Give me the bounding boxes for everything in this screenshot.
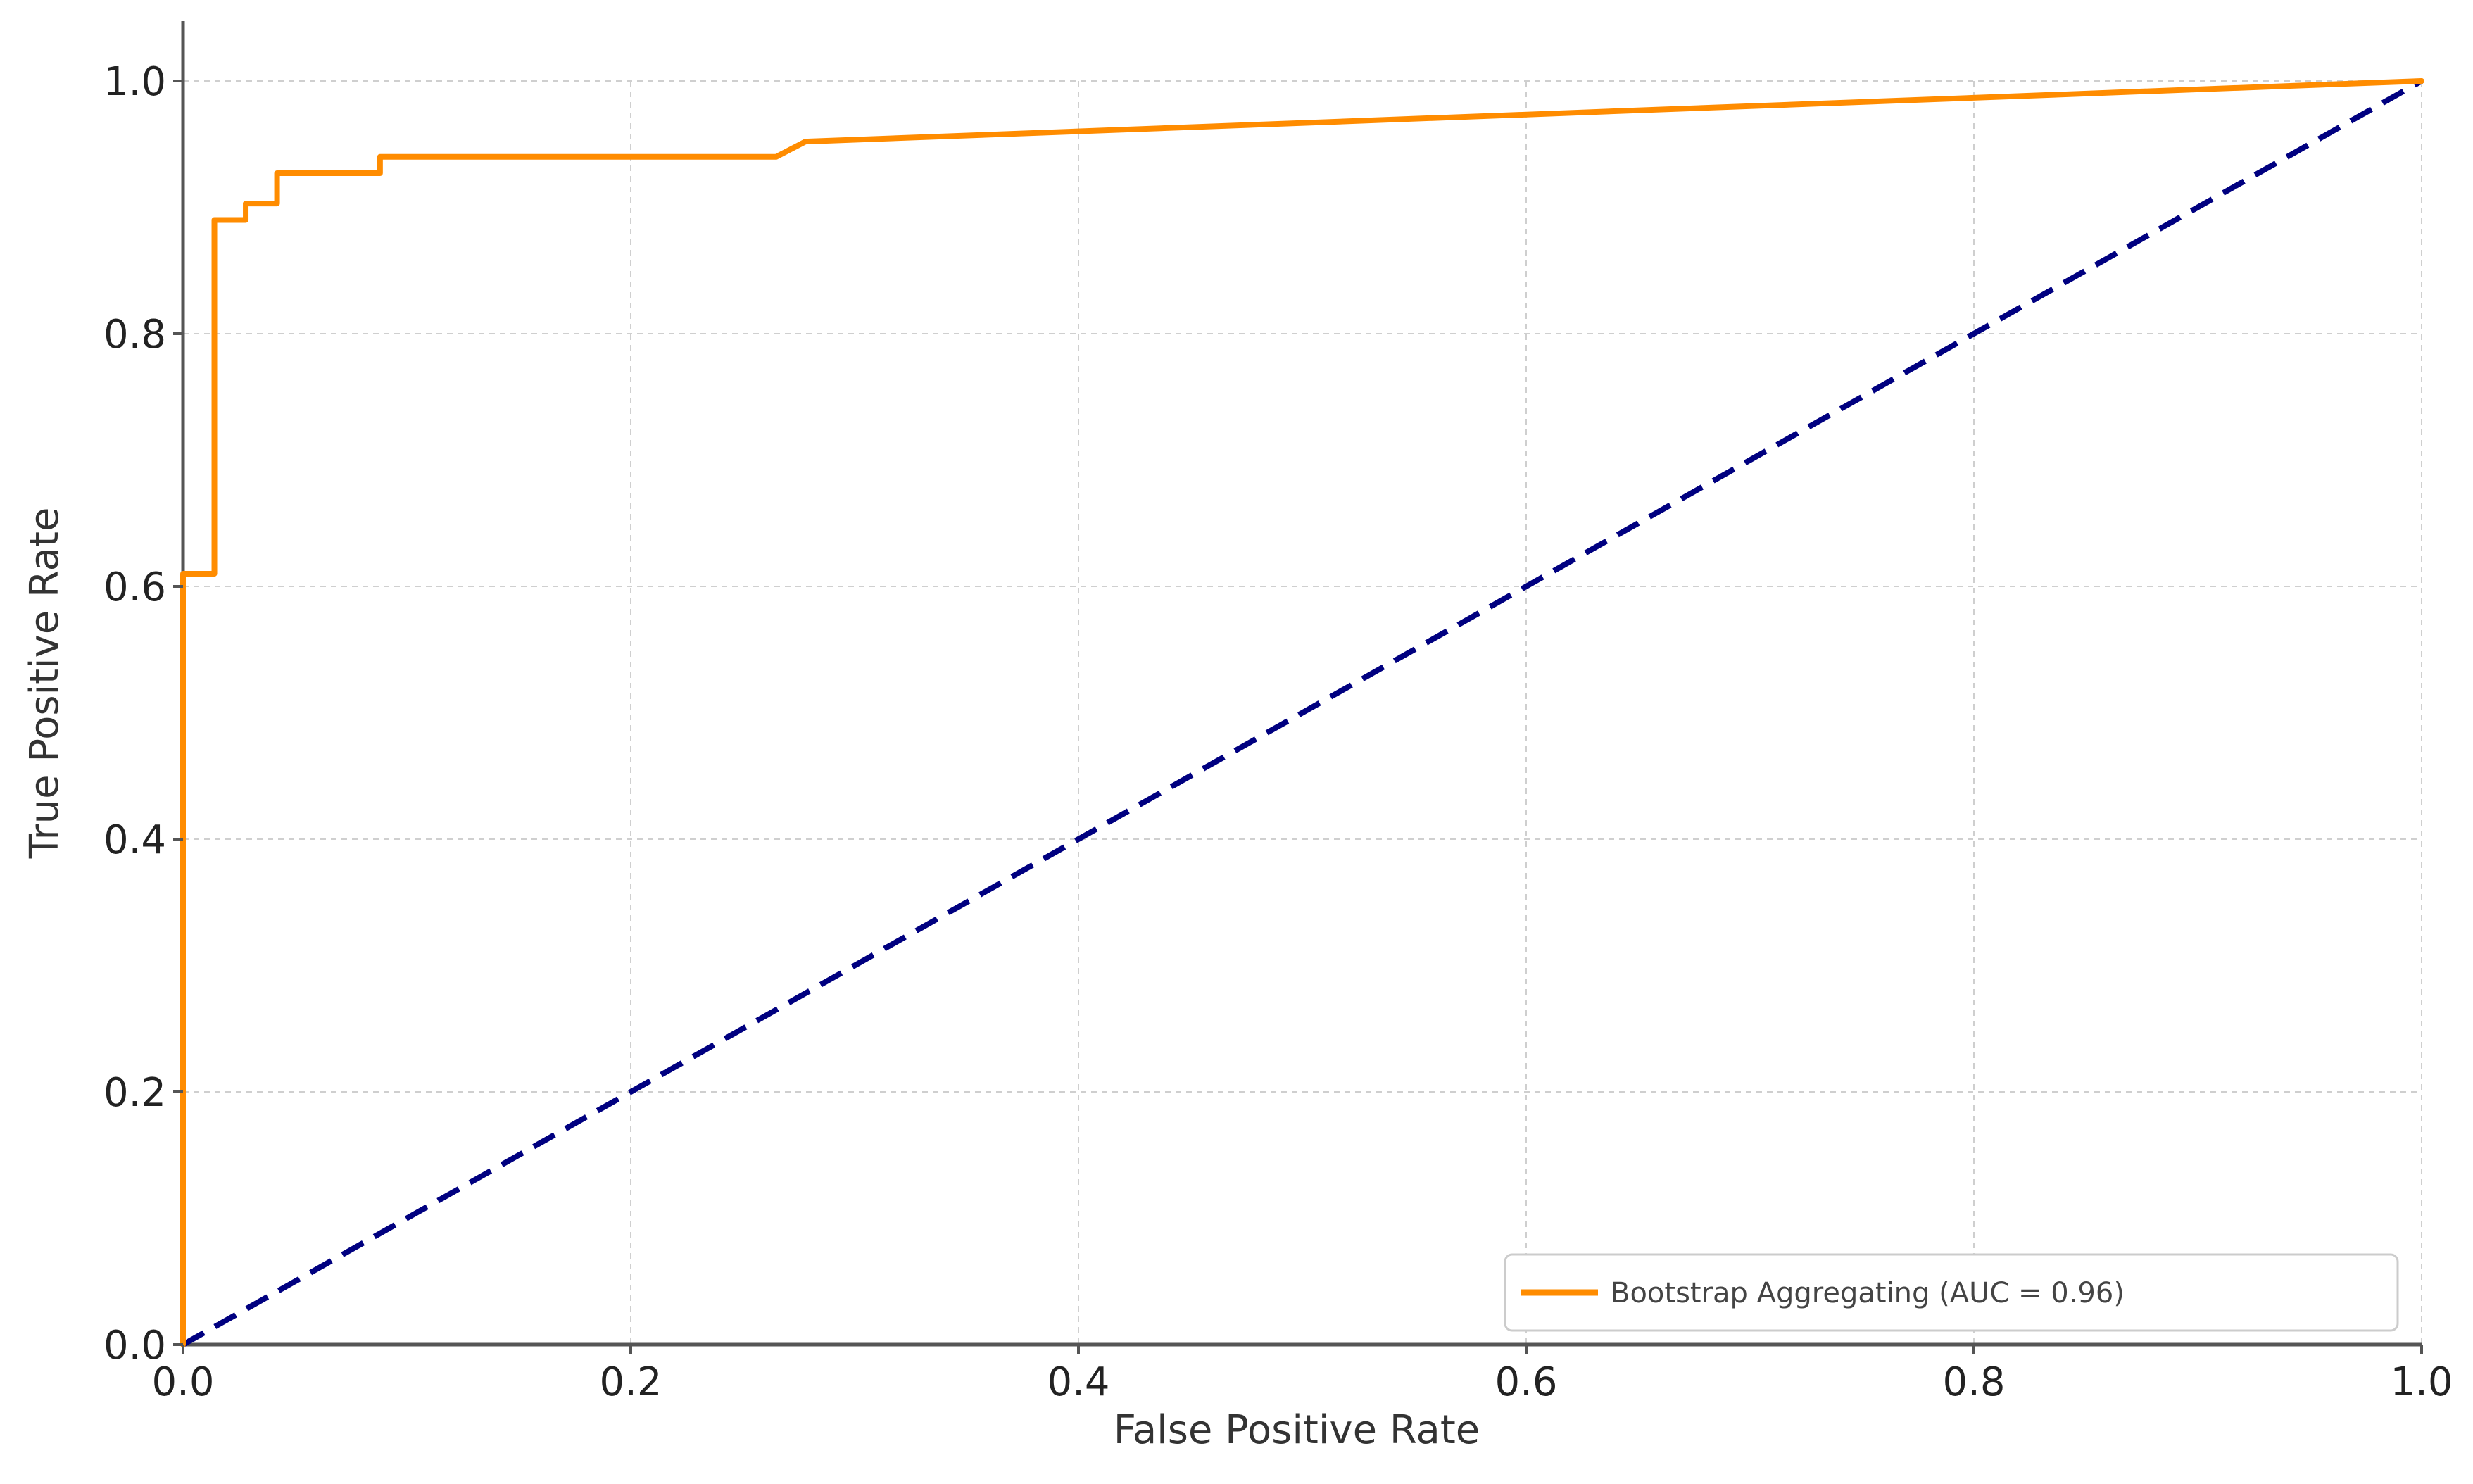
tick-labels: 0.0 0.2 0.4 0.6 0.8 1.0 0.0 0.2 0.4 0.6 0.8 1.0	[103, 59, 2453, 1405]
y-axis-label: True Positive Rate	[22, 508, 68, 860]
x-tick-label: 0.0	[151, 1359, 214, 1405]
x-tick-label: 1.0	[2390, 1359, 2453, 1405]
y-tick-label: 0.6	[103, 565, 166, 610]
y-tick-label: 0.8	[103, 312, 166, 358]
roc-curve-line	[180, 78, 2424, 1347]
x-axis-label: False Positive Rate	[1114, 1407, 1480, 1453]
y-tick-label: 0.0	[103, 1323, 166, 1369]
x-tick-label: 0.2	[599, 1359, 662, 1405]
reference-diagonal-line	[182, 78, 2423, 1347]
y-tick-label: 0.2	[103, 1070, 166, 1116]
y-tick-label: 0.4	[103, 817, 166, 863]
x-tick-label: 0.4	[1047, 1359, 1109, 1405]
x-tick-label: 0.6	[1495, 1359, 1557, 1405]
legend-label: Bootstrap Aggregating (AUC = 0.96)	[1611, 1277, 2125, 1309]
grid-lines	[183, 80, 2422, 1345]
y-tick-label: 1.0	[103, 59, 166, 105]
legend: Bootstrap Aggregating (AUC = 0.96)	[1504, 1253, 2399, 1332]
x-tick-label: 0.8	[1942, 1359, 2005, 1405]
series-lines	[180, 78, 2424, 1347]
axes	[181, 21, 2422, 1347]
legend-box	[1504, 1253, 2399, 1332]
